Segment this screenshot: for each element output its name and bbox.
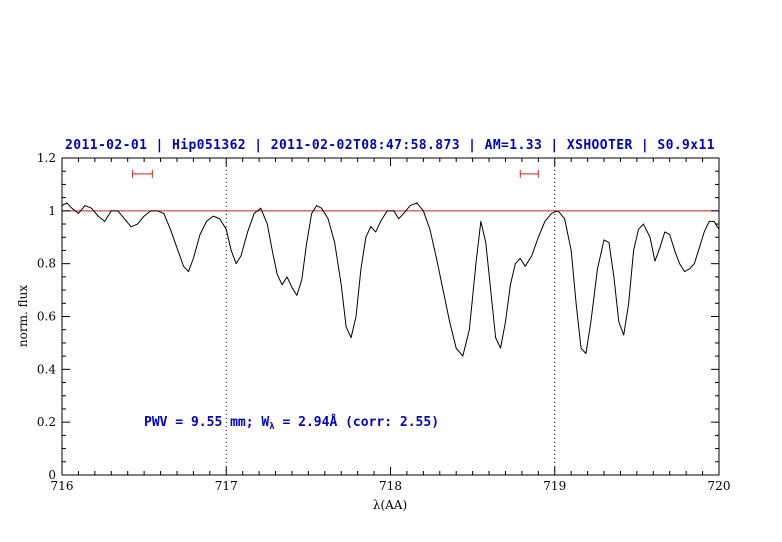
range-markers-group (132, 169, 539, 178)
y-tick-label: 0.2 (37, 415, 56, 429)
y-tick-label: 0.4 (37, 362, 56, 376)
tick-labels-group: 716 717 718 719 720 0 0.2 0.4 0.6 0.8 1 1.2 (37, 151, 731, 493)
pwv-annotation-part1: PWV = 9.55 mm; W (144, 415, 269, 430)
y-axis-label: norm. flux (16, 285, 30, 347)
x-tick-label: 717 (215, 479, 238, 493)
spectrum-line (61, 202, 720, 357)
spectrum-line-group (61, 202, 720, 357)
y-tick-label: 1 (48, 204, 56, 218)
x-tick-label: 718 (379, 479, 402, 493)
y-tick-label: 0 (48, 468, 56, 482)
y-tick-label: 1.2 (37, 151, 56, 165)
x-tick-label: 719 (543, 479, 566, 493)
y-tick-label: 0.6 (37, 310, 56, 324)
ticks-group (61, 157, 720, 476)
plot-title: 2011-02-01 | Hip051362 | 2011-02-02T08:4… (65, 138, 715, 153)
pwv-annotation-subscript: λ (269, 422, 275, 432)
pwv-annotation-part2: = 2.94Å (corr: 2.55) (275, 414, 439, 430)
y-tick-label: 0.8 (37, 257, 56, 271)
x-tick-label: 720 (708, 479, 731, 493)
x-tick-label: 716 (51, 479, 74, 493)
x-axis-label: λ(AA) (373, 498, 407, 512)
pwv-annotation: PWV = 9.55 mm; Wλ = 2.94Å (corr: 2.55) (144, 414, 439, 432)
